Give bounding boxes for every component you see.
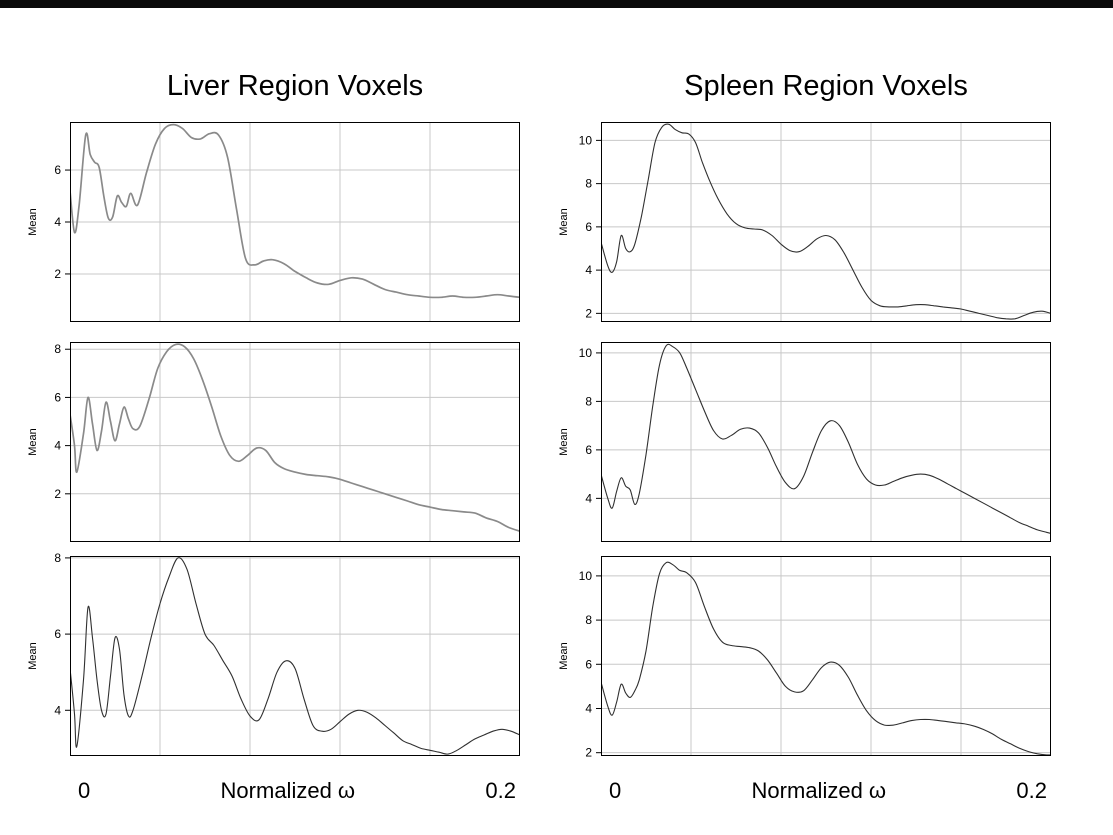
y-tick-label: 4 [585, 491, 592, 505]
y-tick-label: 8 [54, 551, 61, 565]
y-tick-label: 8 [585, 177, 592, 191]
y-tick-label: 2 [585, 306, 592, 320]
y-axis-label: Mean [27, 208, 39, 236]
y-tick-label: 6 [54, 627, 61, 641]
y-tick-label: 6 [54, 390, 61, 404]
spleen-mean-spectrum-curve [601, 123, 1051, 320]
y-tick-label: 6 [585, 657, 592, 671]
spleen-mean-spectrum-curve [601, 343, 1051, 535]
liver-plot-top-svg: 2 4 6 Mean [27, 122, 520, 322]
y-tick-label: 2 [54, 267, 61, 281]
y-axis-label: Mean [558, 208, 570, 236]
spleen-plot-middle: 4 6 8 10 Mean [558, 342, 1051, 542]
spleen-plot-top: 2 4 6 8 10 Mean [558, 122, 1051, 322]
liver-xtick-zero: 0 [78, 778, 91, 803]
y-axis-label: Mean [27, 428, 39, 456]
spleen-xtick-zero: 0 [609, 778, 622, 803]
y-tick-label: 4 [585, 263, 592, 277]
window-top-bar [0, 0, 1113, 8]
spleen-xtick-max: 0.2 [1016, 778, 1047, 803]
liver-mean-spectrum-curve [70, 557, 520, 755]
liver-column-title: Liver Region Voxels [166, 70, 424, 102]
y-tick-label: 4 [54, 439, 61, 453]
y-tick-label: 2 [54, 487, 61, 501]
liver-x-axis: 0 Normalized ω 0.2 [70, 778, 520, 808]
y-axis-label: Mean [558, 428, 570, 456]
liver-x-axis-label: Normalized ω [220, 778, 356, 803]
liver-plot-top: 2 4 6 Mean [27, 122, 520, 322]
spleen-x-axis: 0 Normalized ω 0.2 [601, 778, 1051, 808]
y-tick-label: 4 [54, 703, 61, 717]
liver-plot-bottom-svg: 4 6 8 Mean [27, 551, 520, 756]
y-tick-label: 6 [585, 220, 592, 234]
spleen-mean-spectrum-curve [601, 561, 1051, 756]
liver-plot-middle: 2 4 6 8 Mean [27, 342, 520, 542]
y-axis-label: Mean [558, 642, 570, 670]
liver-plot-middle-svg: 2 4 6 8 Mean [27, 342, 520, 542]
spleen-plot-middle-svg: 4 6 8 10 Mean [558, 342, 1051, 542]
y-tick-label: 6 [585, 443, 592, 457]
liver-mean-spectrum-curve [70, 123, 520, 299]
y-tick-label: 6 [54, 163, 61, 177]
y-tick-label: 10 [579, 569, 593, 583]
y-tick-label: 8 [54, 342, 61, 356]
y-tick-label: 4 [585, 701, 592, 715]
y-axis-label: Mean [27, 642, 39, 670]
spleen-column-title: Spleen Region Voxels [684, 70, 968, 102]
y-tick-label: 2 [585, 746, 592, 760]
y-tick-label: 4 [54, 215, 61, 229]
liver-xtick-max: 0.2 [485, 778, 516, 803]
spleen-x-axis-label: Normalized ω [751, 778, 887, 803]
y-tick-label: 8 [585, 613, 592, 627]
y-tick-label: 8 [585, 394, 592, 408]
spleen-plot-bottom: 2 4 6 8 10 Mean [558, 556, 1051, 760]
liver-mean-spectrum-curve [70, 343, 520, 533]
spleen-plot-top-svg: 2 4 6 8 10 Mean [558, 122, 1051, 322]
spleen-plot-bottom-svg: 2 4 6 8 10 Mean [558, 556, 1051, 760]
y-tick-label: 10 [579, 346, 593, 360]
liver-plot-bottom: 4 6 8 Mean [27, 551, 520, 756]
y-tick-label: 10 [579, 133, 593, 147]
